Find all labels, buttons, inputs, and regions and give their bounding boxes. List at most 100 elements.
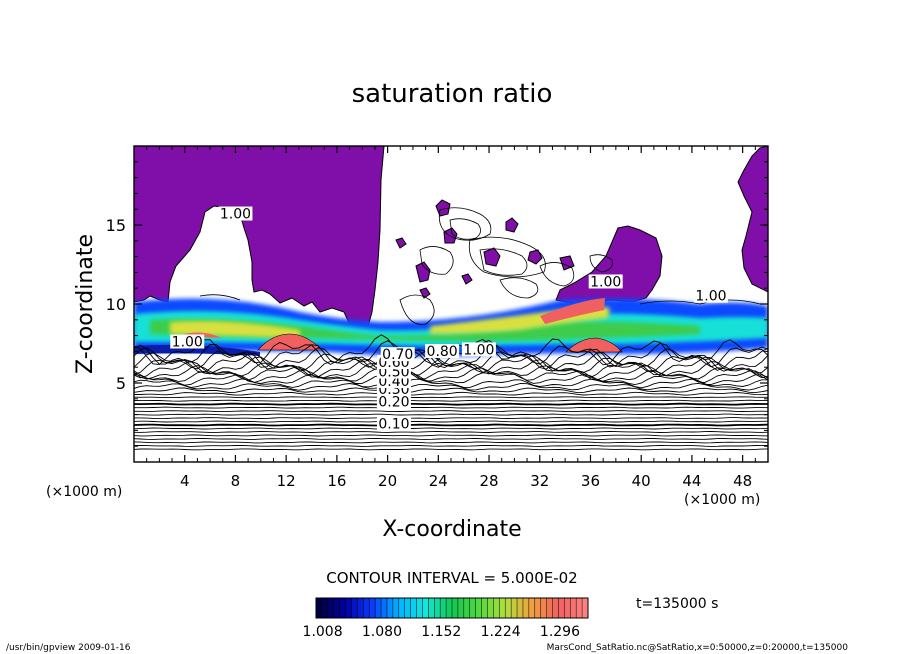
colorbar-cell (582, 598, 589, 618)
contour-line (134, 382, 768, 391)
contour-line (134, 358, 768, 379)
contour-label: 1.00 (172, 335, 203, 351)
x-tick-label: 40 (632, 472, 651, 490)
contour-line (134, 367, 768, 383)
colorbar-cell (534, 598, 542, 618)
time-label: t=135000 s (636, 596, 718, 612)
colorbar-cell (528, 598, 536, 618)
contour-label-bg (425, 343, 460, 358)
contour-label: 0.20 (378, 395, 409, 411)
x-tick-label: 28 (479, 472, 498, 490)
contour-line (134, 396, 768, 399)
colorbar-cell (511, 598, 518, 618)
colorbar-cell (345, 598, 352, 618)
colorbar-cell (576, 598, 583, 618)
contour-label-bg (693, 288, 728, 303)
colorbar-tick-label: 1.080 (362, 624, 402, 640)
colorbar-cell (505, 598, 512, 618)
y-axis: 5 10 15 (106, 161, 768, 447)
contour-line (134, 420, 768, 423)
upper-contour-cluster (199, 207, 761, 325)
contour-line (134, 351, 768, 374)
contour-line (134, 417, 768, 420)
contour-line (134, 423, 768, 427)
x-axis: 4 8 12 16 20 24 28 32 36 40 44 48 (146, 146, 756, 490)
x-unit-left: (×1000 m) (46, 484, 122, 500)
colorbar-cell (386, 598, 394, 618)
colorbar-cell (321, 598, 329, 618)
contour-line (134, 402, 768, 406)
footer-right: MarsCond_SatRatio.nc@SatRatio,x=0:50000,… (547, 643, 849, 653)
colorbar-cell (404, 598, 412, 618)
colorbar-cell (564, 598, 571, 618)
colorbar-tick-label: 1.008 (303, 624, 343, 640)
colorbar-cell (463, 598, 471, 618)
contour-line (134, 427, 768, 430)
contour-line (134, 391, 768, 396)
contour-line (134, 413, 768, 416)
contour-label-bg (376, 394, 411, 409)
colorbar-cell (422, 598, 429, 618)
contour-line (134, 448, 768, 451)
colorbar-cell (570, 598, 577, 618)
contour-line (134, 410, 768, 413)
x-tick-label: 44 (682, 472, 701, 490)
x-tick-label: 4 (180, 472, 190, 490)
colorbar-cell (487, 598, 494, 618)
colorbar-cell (381, 598, 388, 618)
colorbar-cell (434, 598, 441, 618)
contour-line (134, 406, 768, 409)
y-axis-label: Z-coordinate (73, 234, 98, 374)
contour-line (134, 434, 768, 437)
colorbar-cell (351, 598, 358, 618)
colorbar-cell (410, 598, 417, 618)
colorbar-tick-label: 1.296 (540, 624, 580, 640)
colorbar-frame (315, 597, 589, 619)
colorbar (315, 598, 589, 618)
colorbar-cell (481, 598, 488, 618)
contour-label-bg (170, 334, 205, 349)
colorbar-cell (363, 598, 370, 618)
contour-lines (134, 334, 768, 451)
contour-line (134, 437, 768, 440)
contour-label: 1.00 (590, 274, 621, 290)
colorbar-cell (316, 598, 323, 618)
x-tick-label: 16 (327, 472, 346, 490)
colorbar-cell (428, 598, 435, 618)
saturation-color-band (134, 298, 768, 357)
contour-label: 0.70 (382, 347, 413, 363)
x-tick-label: 36 (581, 472, 600, 490)
contour-line (134, 441, 768, 444)
y-tick-label: 10 (106, 295, 126, 314)
colorbar-cell (540, 598, 548, 618)
x-tick-label: 20 (378, 472, 397, 490)
contour-line (134, 444, 768, 447)
colorbar-cell (392, 598, 400, 618)
contour-label: 0.80 (427, 344, 458, 360)
contour-label-bg (376, 416, 411, 431)
contour-labels: 0.100.200.300.400.500.600.70 0.80 1.001.00… (170, 206, 728, 433)
colorbar-cell (440, 598, 447, 618)
contour-label-bg (218, 206, 253, 221)
colorbar-cell (469, 598, 477, 618)
colorbar-cell (357, 598, 364, 618)
colorbar-cell (369, 598, 376, 618)
supersaturated-region (134, 146, 768, 337)
x-axis-label: X-coordinate (382, 517, 521, 542)
colorbar-cell (375, 598, 382, 618)
colorbar-cell (452, 598, 459, 618)
colorbar-cell (339, 598, 346, 618)
y-tick-label: 15 (106, 216, 126, 235)
contour-label-bg (588, 274, 623, 289)
contour-interval-note: CONTOUR INTERVAL = 5.000E-02 (326, 569, 577, 587)
colorbar-cell (446, 598, 453, 618)
colorbar-cell (416, 598, 423, 618)
x-tick-label: 32 (530, 472, 549, 490)
colorbar-tick-labels: 1.008 1.080 1.152 1.224 1.296 (303, 624, 581, 640)
colorbar-cell (522, 598, 530, 618)
footer-left: /usr/bin/gpview 2009-01-16 (6, 643, 131, 653)
x-tick-label: 8 (231, 472, 241, 490)
colorbar-cell (333, 598, 341, 618)
colorbar-tick-label: 1.152 (421, 624, 461, 640)
chart-title: saturation ratio (352, 79, 553, 109)
